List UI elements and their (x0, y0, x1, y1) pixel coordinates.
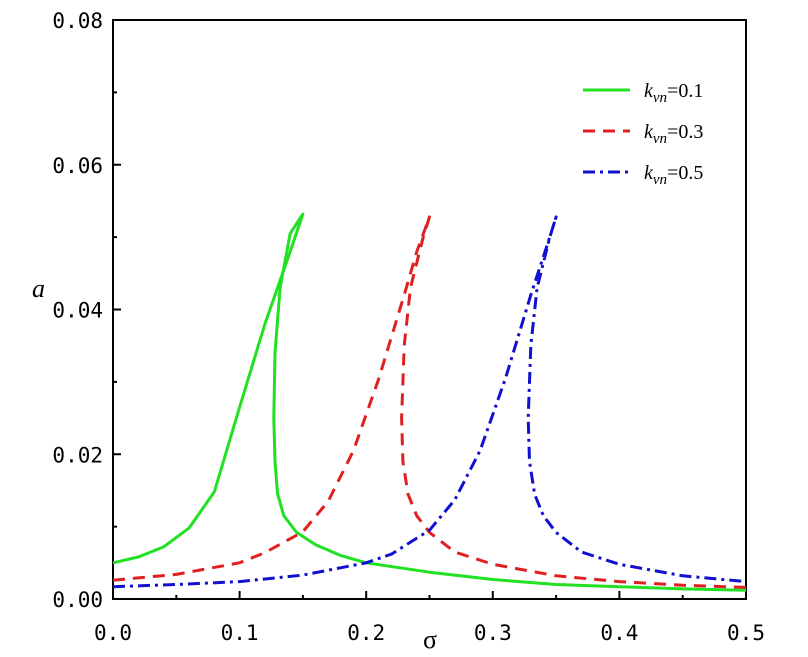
x-tick-label: 0.2 (347, 621, 385, 645)
series-line-3 (112, 215, 747, 589)
y-tick-label: 0.06 (52, 154, 103, 178)
legend-label-1: kvn=0.1 (644, 80, 703, 106)
legend-value: =0.3 (667, 121, 703, 143)
y-tick-label: 0.08 (52, 9, 103, 33)
x-tick-label: 0.5 (727, 621, 765, 645)
y-tick-label: 0.00 (52, 588, 103, 612)
y-tick-label: 0.04 (52, 299, 103, 323)
y-axis-label: a (32, 274, 45, 303)
legend-k: k (644, 80, 654, 102)
x-axis-label: σ (423, 625, 437, 654)
legend-label-2: kvn=0.3 (644, 121, 703, 147)
x-tick-label: 0.4 (600, 621, 638, 645)
x-tick-label: 0.1 (221, 621, 259, 645)
legend-label-3: kvn=0.5 (644, 162, 703, 188)
series-line-1 (112, 212, 747, 592)
x-tick-label: 0.0 (94, 621, 132, 645)
plot-frame (112, 19, 747, 600)
legend-subscript: vn (653, 90, 667, 106)
legend-k: k (644, 162, 654, 184)
series-layer (112, 212, 747, 592)
y-tick-label: 0.02 (52, 443, 103, 467)
legend-value: =0.5 (667, 162, 703, 184)
legend-k: k (644, 121, 654, 143)
legend-subscript: vn (653, 131, 667, 147)
legend-subscript: vn (653, 172, 667, 188)
axis-ticks: 0.0 0.1 0.2 0.3 0.4 0.5 0.00 0.02 0.04 0.06 0.08 (52, 9, 765, 645)
legend-value: =0.1 (667, 80, 703, 102)
x-tick-label: 0.3 (474, 621, 512, 645)
